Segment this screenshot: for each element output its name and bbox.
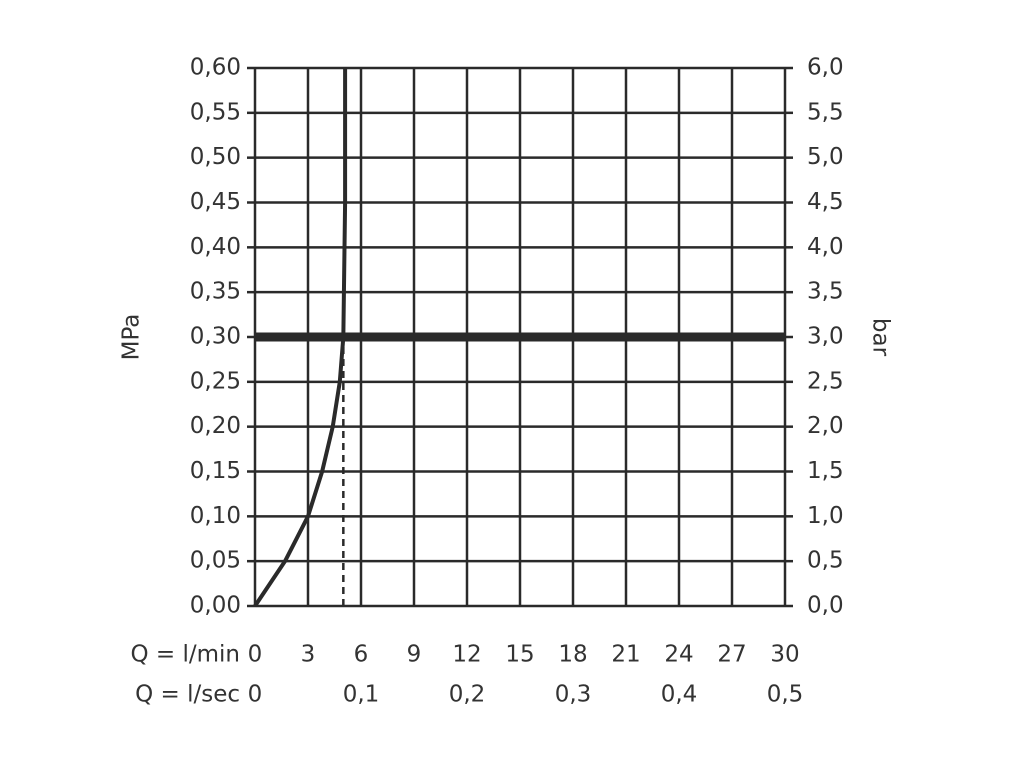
y-tick-label: 0,10 — [190, 503, 241, 529]
y-tick-label: 0,00 — [190, 593, 241, 619]
y2-tick-label: 2,0 — [807, 413, 844, 439]
y2-tick-label: 4,0 — [807, 234, 844, 260]
y2-tick-label: 0,0 — [807, 593, 844, 619]
flow-curve — [253, 68, 348, 608]
y2-tick-label: 4,5 — [807, 189, 844, 215]
y-tick-label: 0,60 — [190, 55, 241, 81]
x-tick-label: 18 — [558, 642, 587, 668]
y-tick-label: 0,45 — [190, 189, 241, 215]
x-tick-label: 27 — [717, 642, 746, 668]
y2-tick-label: 2,5 — [807, 368, 844, 394]
y2-tick-label: 1,0 — [807, 503, 844, 529]
y-tick-label: 0,05 — [190, 548, 241, 574]
x-tick-label: 3 — [301, 642, 316, 668]
y-tick-label: 0,50 — [190, 144, 241, 170]
y2-axis-label: bar — [868, 318, 894, 357]
x-tick-label: 30 — [770, 642, 799, 668]
x-tick-label: 9 — [407, 642, 422, 668]
x-tick-label: 12 — [452, 642, 481, 668]
y-tick-label: 0,25 — [190, 368, 241, 394]
x-tick-label: 6 — [354, 642, 369, 668]
y-axis-label: MPa — [119, 314, 145, 361]
y2-tick-label: 1,5 — [807, 458, 844, 484]
x-tick-label: 24 — [664, 642, 693, 668]
x-tick-label: 15 — [505, 642, 534, 668]
x2-tick-label: 0,2 — [449, 682, 486, 708]
x2-tick-label: 0,1 — [343, 682, 380, 708]
x2-tick-label: 0,5 — [767, 682, 804, 708]
y2-tick-label: 3,5 — [807, 279, 844, 305]
y-tick-label: 0,55 — [190, 99, 241, 125]
y2-tick-label: 5,0 — [807, 144, 844, 170]
x2-tick-label: 0,4 — [661, 682, 698, 708]
y-tick-label: 0,30 — [190, 324, 241, 350]
y2-tick-label: 5,5 — [807, 99, 844, 125]
x-tick-label: 21 — [611, 642, 640, 668]
x2-tick-label: 0 — [248, 682, 263, 708]
y-tick-label: 0,35 — [190, 279, 241, 305]
y2-tick-label: 0,5 — [807, 548, 844, 574]
y-tick-label: 0,20 — [190, 413, 241, 439]
y-tick-label: 0,15 — [190, 458, 241, 484]
y-tick-label: 0,40 — [190, 234, 241, 260]
x2-axis-label: Q = l/sec — [135, 682, 240, 708]
x2-tick-label: 0,3 — [555, 682, 592, 708]
x-tick-label: 0 — [248, 642, 263, 668]
y2-tick-label: 3,0 — [807, 324, 844, 350]
x-axis-label: Q = l/min — [130, 642, 240, 668]
y2-tick-label: 6,0 — [807, 55, 844, 81]
